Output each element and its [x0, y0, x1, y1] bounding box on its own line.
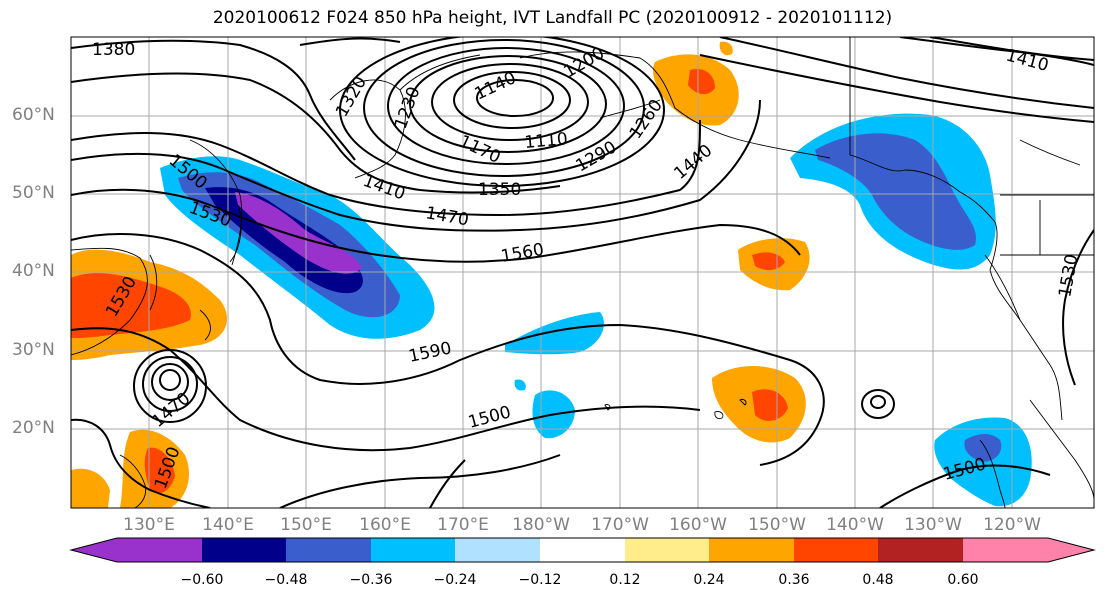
- lat-label: 30°N: [12, 340, 55, 360]
- map-frame: [70, 36, 1095, 509]
- coastlines: [71, 37, 1094, 508]
- lon-label: 120°W: [983, 515, 1041, 535]
- ivt-negative-anomaly-nw-pacific: [160, 156, 435, 339]
- colorbar-tick-label: −0.48: [264, 572, 308, 588]
- lon-label: 150°W: [748, 515, 806, 535]
- height-contours: [71, 37, 1094, 508]
- contour-label: 1350: [478, 180, 521, 200]
- colorbar-segment: [794, 538, 878, 562]
- colorbar-segment: [455, 538, 540, 562]
- colorbar-tick-label: 0.60: [947, 572, 979, 588]
- lat-label: 50°N: [12, 183, 55, 203]
- lon-label: 170°W: [591, 515, 649, 535]
- ivt-positive-anomaly-east-pacific: [712, 238, 810, 443]
- colorbar-tick-label: 0.36: [778, 572, 810, 588]
- colorbar-extension-high: [1048, 538, 1094, 562]
- colorbar-segment: [286, 538, 371, 562]
- colorbar-outline: [69, 537, 1096, 563]
- map-plot-area: 1380 1320 1230 1140 1200 1410 1170 1110 …: [71, 37, 1094, 508]
- colorbar-tick-label: −0.36: [349, 572, 393, 588]
- lon-label: 140°W: [826, 515, 884, 535]
- lon-label: 140°E: [202, 515, 254, 535]
- colorbar-segment: [878, 538, 963, 562]
- lon-label: 180°W: [512, 515, 570, 535]
- colorbar-segment: [709, 538, 794, 562]
- colorbar-tick-label: −0.12: [518, 572, 562, 588]
- colorbar-segment: [625, 538, 709, 562]
- colorbar: [69, 537, 1096, 563]
- lon-label: 130°E: [123, 515, 175, 535]
- colorbar-tick-label: −0.24: [433, 572, 477, 588]
- lat-label: 40°N: [12, 261, 55, 281]
- lat-label: 20°N: [12, 418, 55, 438]
- lat-label: 60°N: [12, 105, 55, 125]
- colorbar-tick-label: 0.24: [693, 572, 725, 588]
- colorbar-segment: [117, 538, 202, 562]
- contour-label: 1110: [524, 129, 569, 153]
- lon-label: 160°E: [359, 515, 411, 535]
- lon-label: 160°W: [669, 515, 727, 535]
- ivt-negative-anomaly-baja: [934, 417, 1032, 507]
- lon-label: 170°E: [437, 515, 489, 535]
- colorbar-tick-label: 0.12: [609, 572, 641, 588]
- map-title: 2020100612 F024 850 hPa height, IVT Land…: [212, 8, 893, 28]
- colorbar-tick-label: 0.48: [862, 572, 894, 588]
- colorbar-segment: [963, 538, 1048, 562]
- map-graticule: [71, 37, 1094, 508]
- colorbar-segment: [540, 538, 625, 562]
- colorbar-segment: [202, 538, 286, 562]
- colorbar-tick-label: −0.60: [180, 572, 224, 588]
- contour-label: 1380: [92, 40, 135, 60]
- lon-label: 150°E: [280, 515, 332, 535]
- colorbar-segment: [371, 538, 455, 562]
- lon-label: 130°W: [904, 515, 962, 535]
- colorbar-extension-low: [71, 538, 117, 562]
